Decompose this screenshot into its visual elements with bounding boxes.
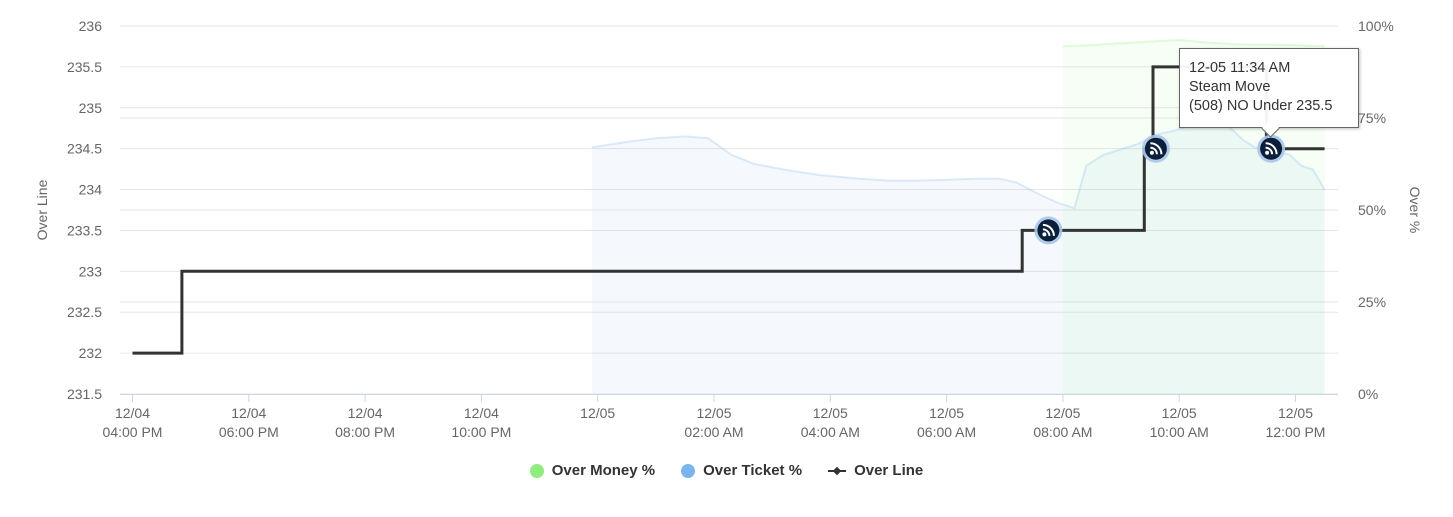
legend-item-over-money[interactable]: Over Money % bbox=[529, 462, 656, 479]
area-series bbox=[591, 38, 1326, 394]
legend-label-over-money: Over Money % bbox=[551, 462, 656, 479]
x-tick-date: 12/05 bbox=[1162, 405, 1197, 421]
x-tick-time: 08:00 PM bbox=[335, 424, 395, 440]
area-fill-over-ticket- bbox=[591, 121, 1325, 394]
y-tick-right: 100% bbox=[1358, 18, 1394, 34]
tooltip-event: Steam Move bbox=[1189, 79, 1271, 95]
y-tick-right: 25% bbox=[1358, 294, 1386, 310]
rss-icon-arc-inner bbox=[1150, 146, 1158, 155]
rss-icon-arc-outer bbox=[1042, 223, 1055, 236]
y-tick-left: 233.5 bbox=[67, 222, 102, 238]
rss-icon-dot bbox=[1042, 232, 1047, 237]
marker-circle bbox=[1260, 137, 1283, 160]
legend-item-over-ticket[interactable]: Over Ticket % bbox=[681, 462, 802, 479]
x-tick-date: 12/05 bbox=[580, 405, 615, 421]
y-tick-right: 75% bbox=[1358, 110, 1386, 126]
x-tick-time: 10:00 AM bbox=[1150, 424, 1209, 440]
x-tick-time: 06:00 AM bbox=[917, 424, 976, 440]
x-tick-time: 12:00 PM bbox=[1266, 424, 1326, 440]
legend-label-over-ticket: Over Ticket % bbox=[703, 462, 803, 479]
x-tick-time: 04:00 PM bbox=[103, 424, 163, 440]
y-tick-left: 234 bbox=[79, 182, 103, 198]
marker-circle bbox=[1037, 219, 1060, 242]
marker-circle bbox=[1144, 137, 1167, 160]
chart-tooltip: 12-05 11:34 AM Steam Move (508) NO Under… bbox=[1179, 48, 1359, 128]
x-tick-date: 12/04 bbox=[464, 405, 499, 421]
tooltip-time: 12-05 11:34 AM bbox=[1189, 60, 1291, 76]
rss-icon-arc-inner bbox=[1265, 146, 1274, 155]
y-tick-left: 233 bbox=[79, 263, 103, 279]
rss-icon-arc-outer bbox=[1150, 142, 1163, 155]
tooltip-detail: (508) NO Under 235.5 bbox=[1189, 98, 1333, 114]
rss-icon-arc-inner bbox=[1042, 228, 1051, 237]
y-axis-right-title: Over % bbox=[1407, 187, 1423, 234]
grid-lines bbox=[120, 25, 1338, 395]
legend-label-over-line: Over Line bbox=[854, 462, 924, 479]
y-axis-left-title: Over Line bbox=[34, 179, 50, 240]
y-tick-left: 232.5 bbox=[67, 304, 102, 320]
markers bbox=[1034, 134, 1286, 245]
x-tick-time: 06:00 PM bbox=[219, 424, 279, 440]
x-tick-date: 12/05 bbox=[1045, 405, 1080, 421]
x-tick-time: 04:00 AM bbox=[801, 424, 860, 440]
steam-move-marker-1 bbox=[1034, 216, 1063, 245]
area-fill-over-money- bbox=[1062, 40, 1325, 394]
rss-icon-dot bbox=[1265, 150, 1270, 155]
x-tick-time: 08:00 AM bbox=[1033, 424, 1092, 440]
x-tick-date: 12/04 bbox=[348, 405, 383, 421]
steam-move-marker-3 bbox=[1257, 134, 1286, 163]
y-tick-left: 234.5 bbox=[67, 141, 102, 157]
legend-swatch-over-line bbox=[828, 464, 847, 478]
y-tick-right: 50% bbox=[1358, 202, 1386, 218]
rss-icon-dot bbox=[1149, 150, 1154, 155]
steam-move-marker-2 bbox=[1141, 134, 1170, 163]
y-tick-right: 0% bbox=[1358, 386, 1378, 402]
x-tick-date: 12/04 bbox=[231, 405, 266, 421]
x-tick-date: 12/05 bbox=[1278, 405, 1313, 421]
y-tick-left: 235 bbox=[79, 100, 103, 116]
x-tick-time: 10:00 PM bbox=[451, 424, 511, 440]
legend-item-over-line[interactable]: Over Line bbox=[828, 462, 923, 479]
x-tick-date: 12/04 bbox=[115, 405, 150, 421]
y-tick-left: 231.5 bbox=[67, 386, 102, 402]
rss-icon-arc-outer bbox=[1265, 142, 1278, 155]
legend-swatch-over-money bbox=[529, 463, 544, 478]
x-tick-date: 12/05 bbox=[929, 405, 964, 421]
x-tick-date: 12/05 bbox=[813, 405, 848, 421]
area-edge-over-money- bbox=[1062, 38, 1325, 48]
axes: 236 235.5 235 234.5 234 233.5 233 232.5 232 231.5… bbox=[67, 18, 1394, 440]
y-tick-left: 235.5 bbox=[67, 59, 102, 75]
legend-swatch-over-ticket bbox=[681, 463, 696, 478]
x-tick-time: 02:00 AM bbox=[684, 424, 743, 440]
x-tick-date: 12/05 bbox=[696, 405, 731, 421]
y-tick-left: 232 bbox=[79, 345, 103, 361]
chart-legend: Over Money % Over Ticket % Over Line bbox=[0, 462, 1453, 479]
y-tick-left: 236 bbox=[79, 18, 103, 34]
area-edge-over-ticket- bbox=[591, 120, 1326, 210]
